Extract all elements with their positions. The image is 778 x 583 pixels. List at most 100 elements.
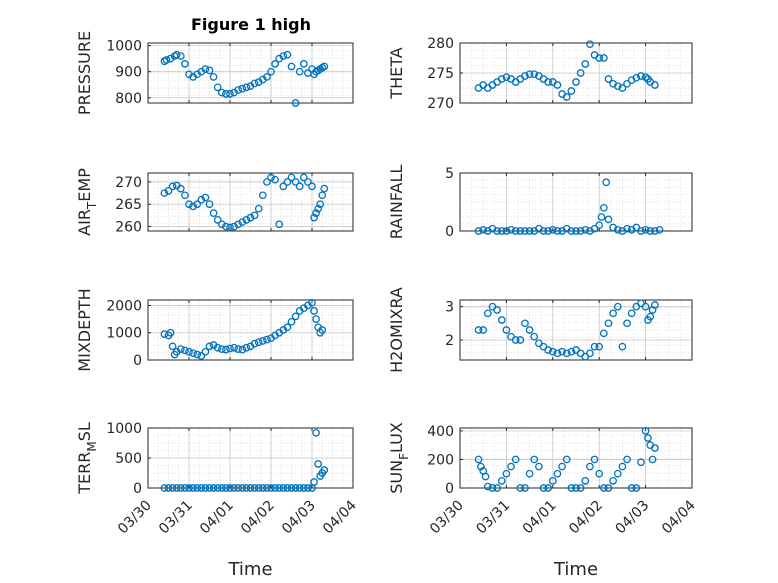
data-point — [318, 326, 327, 334]
data-point — [164, 484, 173, 492]
y-tick-label: 800 — [115, 91, 142, 107]
data-point — [205, 66, 214, 75]
panel-terr-msl: 0 500 1000 TERRMSL 03/30 03/31 04/01 04/02 04/03… — [75, 421, 360, 580]
data-point — [521, 72, 529, 80]
data-point — [238, 345, 247, 354]
data-point — [320, 62, 329, 71]
data-point — [497, 477, 506, 485]
axes-box — [147, 42, 354, 104]
axes-box — [459, 427, 693, 489]
data-point — [644, 434, 652, 442]
data-point — [604, 484, 613, 492]
data-point — [595, 54, 604, 62]
data-point — [320, 184, 329, 193]
data-point — [230, 343, 238, 352]
data-point — [637, 458, 645, 467]
data-points — [474, 178, 664, 235]
data-point — [604, 75, 613, 83]
data-point — [511, 336, 520, 344]
data-point — [246, 213, 255, 222]
data-point — [562, 455, 571, 464]
data-point — [181, 346, 189, 355]
data-point — [217, 345, 226, 353]
y-axis-label: TERRMSL — [75, 422, 99, 495]
data-point — [263, 178, 271, 186]
y-tick-label: 1000 — [106, 326, 142, 342]
data-point — [627, 484, 636, 492]
data-point — [185, 347, 193, 356]
data-point — [525, 227, 534, 235]
data-point — [230, 484, 238, 492]
data-point — [283, 178, 292, 186]
axes-box — [459, 299, 693, 361]
data-point — [222, 222, 230, 231]
data-point — [548, 347, 557, 356]
data-point — [189, 484, 197, 492]
data-point — [525, 70, 534, 79]
data-point — [502, 227, 511, 235]
data-point — [299, 173, 308, 182]
x-axis-label: Time — [227, 559, 272, 580]
data-point — [295, 67, 304, 76]
data-point — [646, 227, 655, 235]
data-points — [160, 428, 329, 492]
y-tick-label: 1000 — [106, 421, 142, 437]
panel-mixdepth: 0 1000 2000 MIXDEPTH — [75, 288, 354, 372]
data-point — [553, 81, 562, 89]
data-point — [488, 484, 497, 492]
data-point — [263, 484, 271, 492]
y-tick-label: 270 — [115, 175, 142, 191]
data-point — [267, 484, 275, 492]
data-point — [213, 215, 222, 224]
data-point — [511, 227, 520, 235]
data-point — [226, 344, 234, 353]
data-point — [474, 455, 483, 464]
data-point — [544, 78, 553, 86]
data-point — [581, 477, 590, 485]
data-point — [595, 469, 604, 478]
data-point — [176, 484, 185, 492]
panel-pressure: 800 900 1000 PRESSURE — [75, 31, 354, 115]
data-point — [535, 462, 543, 471]
y-axis-label: PRESSURE — [75, 31, 94, 115]
data-point — [275, 220, 284, 229]
data-point — [181, 484, 189, 492]
data-point — [271, 60, 279, 68]
data-point — [310, 213, 318, 222]
y-tick-label: 280 — [427, 36, 454, 52]
panel-sun-flux: 0 200 400 SUNFLUX 03/30 03/31 04/01 04/02 04/03 0… — [387, 422, 699, 580]
data-point — [310, 307, 318, 315]
data-point — [599, 203, 608, 212]
data-point — [641, 427, 650, 435]
data-point — [572, 484, 580, 492]
y-tick-label: 0 — [133, 353, 142, 369]
y-axis-label: H2OMIXRA — [387, 287, 406, 373]
data-point — [572, 78, 580, 86]
data-point — [312, 209, 320, 218]
data-point — [287, 484, 296, 492]
data-point — [242, 343, 251, 352]
data-point — [572, 227, 580, 235]
data-point — [599, 484, 608, 492]
data-point — [651, 444, 659, 452]
y-tick-label: 900 — [115, 65, 142, 81]
panel-rainfall: 0 5 RAINFALL — [387, 165, 693, 240]
plot-area — [460, 173, 692, 231]
data-point — [283, 323, 292, 332]
data-point — [172, 50, 181, 59]
data-point — [168, 182, 177, 191]
data-point — [497, 227, 506, 235]
data-point — [258, 337, 267, 345]
data-point — [185, 484, 193, 492]
data-point — [646, 312, 655, 321]
y-tick-label: 3 — [445, 300, 454, 316]
data-point — [516, 336, 525, 344]
x-tick-label: 04/01 — [197, 498, 237, 538]
y-tick-label: 200 — [427, 452, 454, 468]
data-point — [567, 227, 576, 235]
data-point — [474, 326, 483, 334]
data-point — [604, 319, 613, 328]
axes-box — [147, 172, 354, 232]
data-point — [238, 484, 247, 492]
